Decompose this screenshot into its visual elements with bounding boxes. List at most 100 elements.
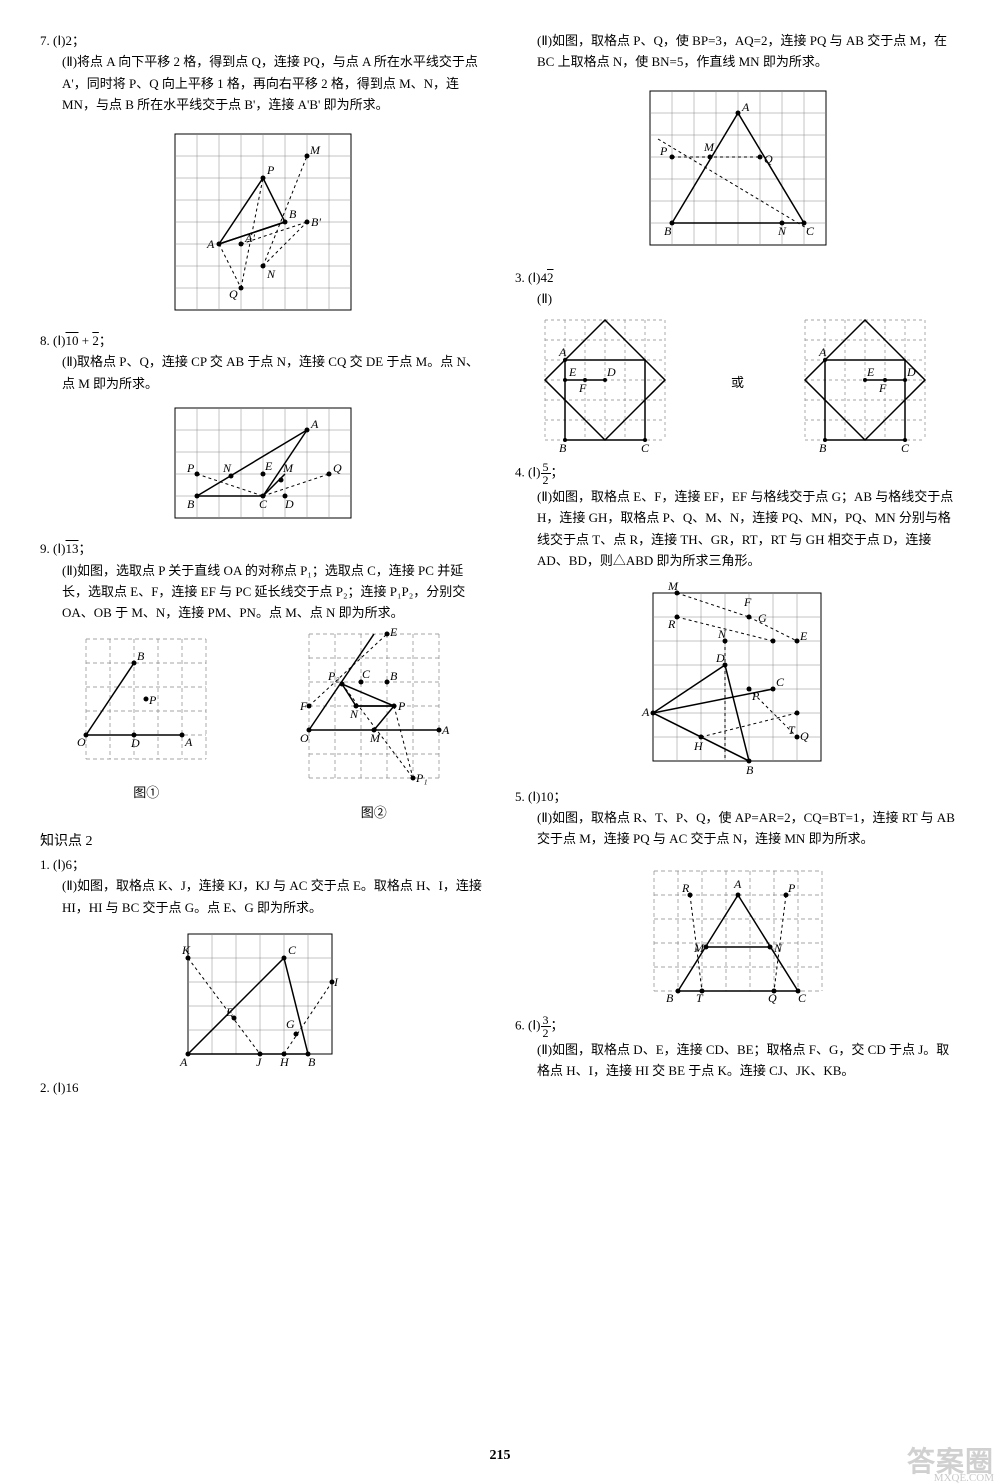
rq3-figs: A E D F B C 或 A E D F B C xyxy=(515,310,960,455)
svg-text:Q: Q xyxy=(333,461,342,475)
svg-text:N: N xyxy=(773,941,783,955)
svg-text:F: F xyxy=(878,381,887,395)
rq6-head: 6. (Ⅰ)32； xyxy=(515,1014,960,1039)
svg-text:A: A xyxy=(641,705,650,719)
svg-text:R: R xyxy=(681,881,690,895)
svg-text:P: P xyxy=(751,689,760,703)
svg-text:P: P xyxy=(787,881,796,895)
svg-text:F: F xyxy=(299,699,308,713)
page: 7. (Ⅰ)2； (Ⅱ)将点 A 向下平移 2 格，得到点 Q，连接 PQ，与点… xyxy=(0,0,1000,1484)
left-column: 7. (Ⅰ)2； (Ⅱ)将点 A 向下平移 2 格，得到点 Q，连接 PQ，与点… xyxy=(40,30,485,1104)
q8: 8. (Ⅰ)10 + 2； (Ⅱ)取格点 P、Q，连接 CP 交 AB 于点 N… xyxy=(40,330,485,530)
svg-text:C: C xyxy=(288,943,297,957)
svg-text:Q: Q xyxy=(768,991,777,1005)
svg-text:P: P xyxy=(148,693,157,707)
svg-text:D: D xyxy=(906,365,916,379)
q8-head: 8. (Ⅰ)10 + 2； xyxy=(40,330,485,351)
rq6-body: (Ⅱ)如图，取格点 D、E，连接 CD、BE；取格点 F、G，交 CD 于点 J… xyxy=(515,1039,960,1082)
rq3: 3. (Ⅰ)42 (Ⅱ) A E D F B C 或 xyxy=(515,267,960,455)
rq4: 4. (Ⅰ)52； (Ⅱ)如图，取格点 E、F，连接 EF，EF 与格线交于点 … xyxy=(515,461,960,778)
rq2-figure: A P M Q B N C xyxy=(638,79,838,259)
svg-text:H: H xyxy=(279,1055,290,1069)
svg-text:N: N xyxy=(222,461,232,475)
svg-text:A: A xyxy=(310,417,319,431)
svg-text:A: A xyxy=(558,345,567,359)
rq4-body: (Ⅱ)如图，取格点 E、F，连接 EF，EF 与格线交于点 G；AB 与格线交于… xyxy=(515,486,960,572)
svg-text:Q: Q xyxy=(229,287,238,301)
svg-text:C: C xyxy=(362,667,371,681)
q9-figures: B P O D A 图① xyxy=(40,624,485,824)
q9-fig1-wrap: B P O D A 图① xyxy=(71,624,221,804)
svg-text:P: P xyxy=(186,461,195,475)
svg-text:G: G xyxy=(758,611,767,625)
s2-q1-body: (Ⅱ)如图，取格点 K、J，连接 KJ，KJ 与 AC 交于点 E。取格点 H、… xyxy=(40,875,485,918)
svg-text:N: N xyxy=(349,707,359,721)
q9-head: 9. (Ⅰ)13； xyxy=(40,538,485,559)
s2-q1: 1. (Ⅰ)6； (Ⅱ)如图，取格点 K、J，连接 KJ，KJ 与 AC 交于点… xyxy=(40,854,485,1069)
q9-fig2-wrap: E P₂ C B F N P O M A P₁ 图② xyxy=(294,624,454,824)
svg-text:C: C xyxy=(798,991,807,1005)
svg-text:B: B xyxy=(559,441,567,455)
page-number: 215 xyxy=(0,1448,1000,1464)
svg-text:K: K xyxy=(181,943,191,957)
svg-text:E: E xyxy=(389,625,398,639)
section-title-2: 知识点 2 xyxy=(40,830,485,850)
q9-fig1-caption: 图① xyxy=(71,782,221,803)
lbl: A' xyxy=(244,231,255,245)
svg-text:D: D xyxy=(715,651,725,665)
svg-text:P: P xyxy=(659,144,668,158)
rq2-cont: (Ⅱ)如图，取格点 P、Q，使 BP=3，AQ=2，连接 PQ 与 AB 交于点… xyxy=(515,30,960,259)
svg-text:A: A xyxy=(441,723,450,737)
svg-text:M: M xyxy=(369,731,381,745)
svg-text:R: R xyxy=(667,617,676,631)
svg-text:A: A xyxy=(818,345,827,359)
rq6: 6. (Ⅰ)32； (Ⅱ)如图，取格点 D、E，连接 CD、BE；取格点 F、G… xyxy=(515,1014,960,1082)
s2-q1-head: 1. (Ⅰ)6； xyxy=(40,854,485,875)
s2-q1-figure: K C I E G A J H B xyxy=(178,924,348,1069)
q7-figure: M P B' B A A' N Q xyxy=(163,122,363,322)
svg-text:O: O xyxy=(77,735,86,749)
svg-text:E: E xyxy=(866,365,875,379)
q7-head: 7. (Ⅰ)2； xyxy=(40,30,485,51)
q9-body: (Ⅱ)如图，选取点 P 关于直线 OA 的对称点 P₁；选取点 C，连接 PC … xyxy=(40,560,485,624)
svg-text:B: B xyxy=(746,763,754,777)
svg-text:A: A xyxy=(179,1055,188,1069)
svg-text:B: B xyxy=(137,649,145,663)
svg-text:Q: Q xyxy=(800,729,809,743)
svg-text:E: E xyxy=(568,365,577,379)
rq4-figure: M F R G E N D C A P T Q H B xyxy=(638,578,838,778)
svg-text:D: D xyxy=(130,736,140,750)
svg-text:E: E xyxy=(225,1005,234,1019)
rq2-body: (Ⅱ)如图，取格点 P、Q，使 BP=3，AQ=2，连接 PQ 与 AB 交于点… xyxy=(515,30,960,73)
svg-text:H: H xyxy=(693,739,704,753)
svg-text:E: E xyxy=(799,629,808,643)
q7-body: (Ⅱ)将点 A 向下平移 2 格，得到点 Q，连接 PQ，与点 A 所在水平线交… xyxy=(40,51,485,115)
rq3-fig2: A E D F B C xyxy=(795,310,940,455)
svg-text:C: C xyxy=(776,675,785,689)
svg-text:I: I xyxy=(333,975,339,989)
svg-text:M: M xyxy=(667,579,679,593)
svg-text:B: B xyxy=(308,1055,316,1069)
svg-text:P: P xyxy=(266,163,275,177)
svg-text:N: N xyxy=(777,224,787,238)
rq3-sub: (Ⅱ) xyxy=(515,288,960,309)
svg-text:B: B xyxy=(390,669,398,683)
svg-text:M: M xyxy=(693,941,705,955)
svg-text:D: D xyxy=(284,497,294,511)
svg-text:O: O xyxy=(300,731,309,745)
svg-text:A: A xyxy=(733,877,742,891)
q8-body: (Ⅱ)取格点 P、Q，连接 CP 交 AB 于点 N，连接 CQ 交 DE 于点… xyxy=(40,351,485,394)
watermark-sub: MXQE.COM xyxy=(934,1472,994,1484)
svg-text:Q: Q xyxy=(764,152,773,166)
svg-text:C: C xyxy=(806,224,815,238)
svg-text:M: M xyxy=(309,143,321,157)
svg-text:N: N xyxy=(266,267,276,281)
or-text: 或 xyxy=(731,372,744,393)
svg-text:B: B xyxy=(289,207,297,221)
rq4-head: 4. (Ⅰ)52； xyxy=(515,461,960,486)
q9-fig1: B P O D A xyxy=(71,624,221,774)
right-column: (Ⅱ)如图，取格点 P、Q，使 BP=3，AQ=2，连接 PQ 与 AB 交于点… xyxy=(515,30,960,1104)
svg-text:A: A xyxy=(184,735,193,749)
svg-text:B: B xyxy=(664,224,672,238)
rq5: 5. (Ⅰ)10； (Ⅱ)如图，取格点 R、T、P、Q，使 AP=AR=2，CQ… xyxy=(515,786,960,1006)
